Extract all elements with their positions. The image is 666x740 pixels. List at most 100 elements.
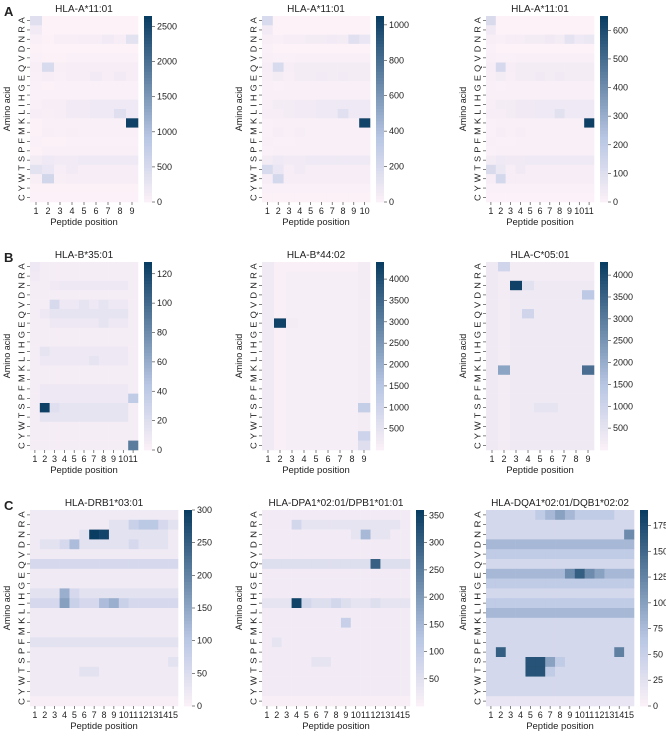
- heatmap-cell: [78, 53, 91, 63]
- colorbar-segment: [640, 683, 648, 687]
- heatmap-cell: [370, 637, 381, 648]
- heatmap-cell: [69, 627, 80, 638]
- heatmap-cell: [558, 280, 571, 291]
- heatmap-cell: [340, 686, 352, 697]
- heatmap-cell: [59, 346, 70, 357]
- heatmap-cell: [359, 43, 371, 54]
- chart-title: HLA-DRB1*03:01: [65, 498, 144, 509]
- heatmap-cell: [337, 174, 349, 184]
- heatmap-cell: [291, 676, 302, 687]
- heatmap-cell: [283, 53, 295, 63]
- heatmap-cell: [118, 608, 129, 619]
- heatmap-cell: [510, 365, 523, 376]
- heatmap-cell: [358, 262, 371, 272]
- heatmap-cell: [281, 549, 292, 560]
- heatmap-cell: [584, 164, 595, 175]
- heatmap-cell: [128, 686, 139, 697]
- heatmap-cell: [262, 686, 273, 697]
- heatmap-cell: [291, 608, 302, 619]
- heatmap-cell: [148, 657, 159, 668]
- heatmap-cell: [584, 99, 595, 110]
- heatmap-cell: [118, 647, 129, 658]
- heatmap-cell: [624, 657, 635, 668]
- heatmap-cell: [331, 676, 342, 687]
- colorbar-segment: [600, 409, 608, 413]
- colorbar-segment: [144, 84, 152, 88]
- heatmap-cell: [305, 192, 317, 203]
- x-tick-label: 14: [614, 710, 624, 720]
- heatmap-cell: [118, 696, 129, 707]
- heatmap-cell: [331, 549, 342, 560]
- heatmap-cell: [574, 53, 585, 63]
- heatmap-cell: [148, 588, 159, 599]
- heatmap-cell: [291, 696, 302, 707]
- x-tick-label: 3: [513, 454, 518, 464]
- heatmap-cell: [486, 127, 497, 138]
- heatmap-cell: [574, 81, 585, 91]
- heatmap-cell: [49, 519, 60, 530]
- heatmap-cell: [262, 146, 274, 156]
- heatmap-cell: [108, 412, 119, 423]
- colorbar-segment: [376, 283, 384, 288]
- x-tick-label: 2: [276, 206, 281, 216]
- heatmap-cell: [108, 271, 119, 282]
- heatmap-cell: [301, 568, 312, 579]
- colorbar-tick-label: 175: [653, 520, 666, 530]
- heatmap-cell: [283, 90, 295, 100]
- heatmap-cell: [283, 174, 295, 184]
- heatmap-cell: [66, 71, 79, 82]
- heatmap-cell: [486, 146, 497, 156]
- colorbar-segment: [144, 78, 152, 82]
- heatmap-cell: [505, 568, 516, 579]
- heatmap-cell: [59, 627, 70, 638]
- heatmap-cell: [262, 549, 273, 560]
- heatmap-cell: [90, 183, 103, 193]
- heatmap-cell: [337, 71, 349, 82]
- heatmap-cell: [102, 71, 115, 82]
- colorbar-segment: [600, 381, 608, 385]
- colorbar-tick-label: 150: [429, 619, 444, 629]
- heatmap-cell: [59, 647, 70, 658]
- heatmap-cell: [283, 136, 295, 147]
- heatmap-cell: [49, 440, 60, 451]
- heatmap-cell: [262, 431, 275, 441]
- heatmap-cell: [321, 647, 332, 658]
- colorbar-segment: [184, 634, 192, 638]
- heatmap-cell: [158, 608, 169, 619]
- heatmap-cell: [525, 686, 536, 697]
- heatmap-cell: [322, 290, 335, 300]
- heatmap-cell: [286, 327, 299, 338]
- colorbar-segment: [184, 663, 192, 668]
- y-axis-label: Amino acid: [2, 586, 12, 631]
- heatmap-cell: [30, 440, 41, 451]
- heatmap-cell: [128, 608, 139, 619]
- heatmap-cell: [69, 393, 80, 404]
- heatmap-cell: [79, 666, 90, 677]
- heatmap-cell: [346, 365, 359, 376]
- heatmap-cell: [54, 164, 67, 175]
- x-tick-label: 2: [277, 454, 282, 464]
- colorbar-segment: [416, 640, 424, 645]
- colorbar-segment: [144, 290, 152, 294]
- colorbar-segment: [376, 112, 384, 116]
- heatmap-cell: [510, 262, 523, 272]
- heatmap-cell: [78, 90, 91, 100]
- heatmap-cell: [298, 318, 311, 329]
- colorbar-segment: [640, 630, 648, 635]
- heatmap-cell: [311, 529, 322, 540]
- heatmap-cell: [158, 696, 169, 707]
- heatmap-cell: [390, 676, 401, 687]
- heatmap-cell: [49, 637, 60, 648]
- heatmap-cell: [321, 559, 332, 570]
- colorbar-tick-label: 40: [157, 386, 167, 396]
- heatmap-cell: [301, 676, 312, 687]
- heatmap-cell: [525, 43, 536, 54]
- colorbar-segment: [184, 647, 192, 651]
- heatmap-cell: [262, 588, 273, 599]
- colorbar-segment: [600, 87, 608, 91]
- heatmap-cell: [321, 657, 332, 668]
- heatmap-cell: [546, 384, 559, 394]
- heatmap-cell: [350, 559, 361, 570]
- x-tick-label: 10: [351, 710, 361, 720]
- chart-title: HLA-B*35:01: [55, 250, 114, 261]
